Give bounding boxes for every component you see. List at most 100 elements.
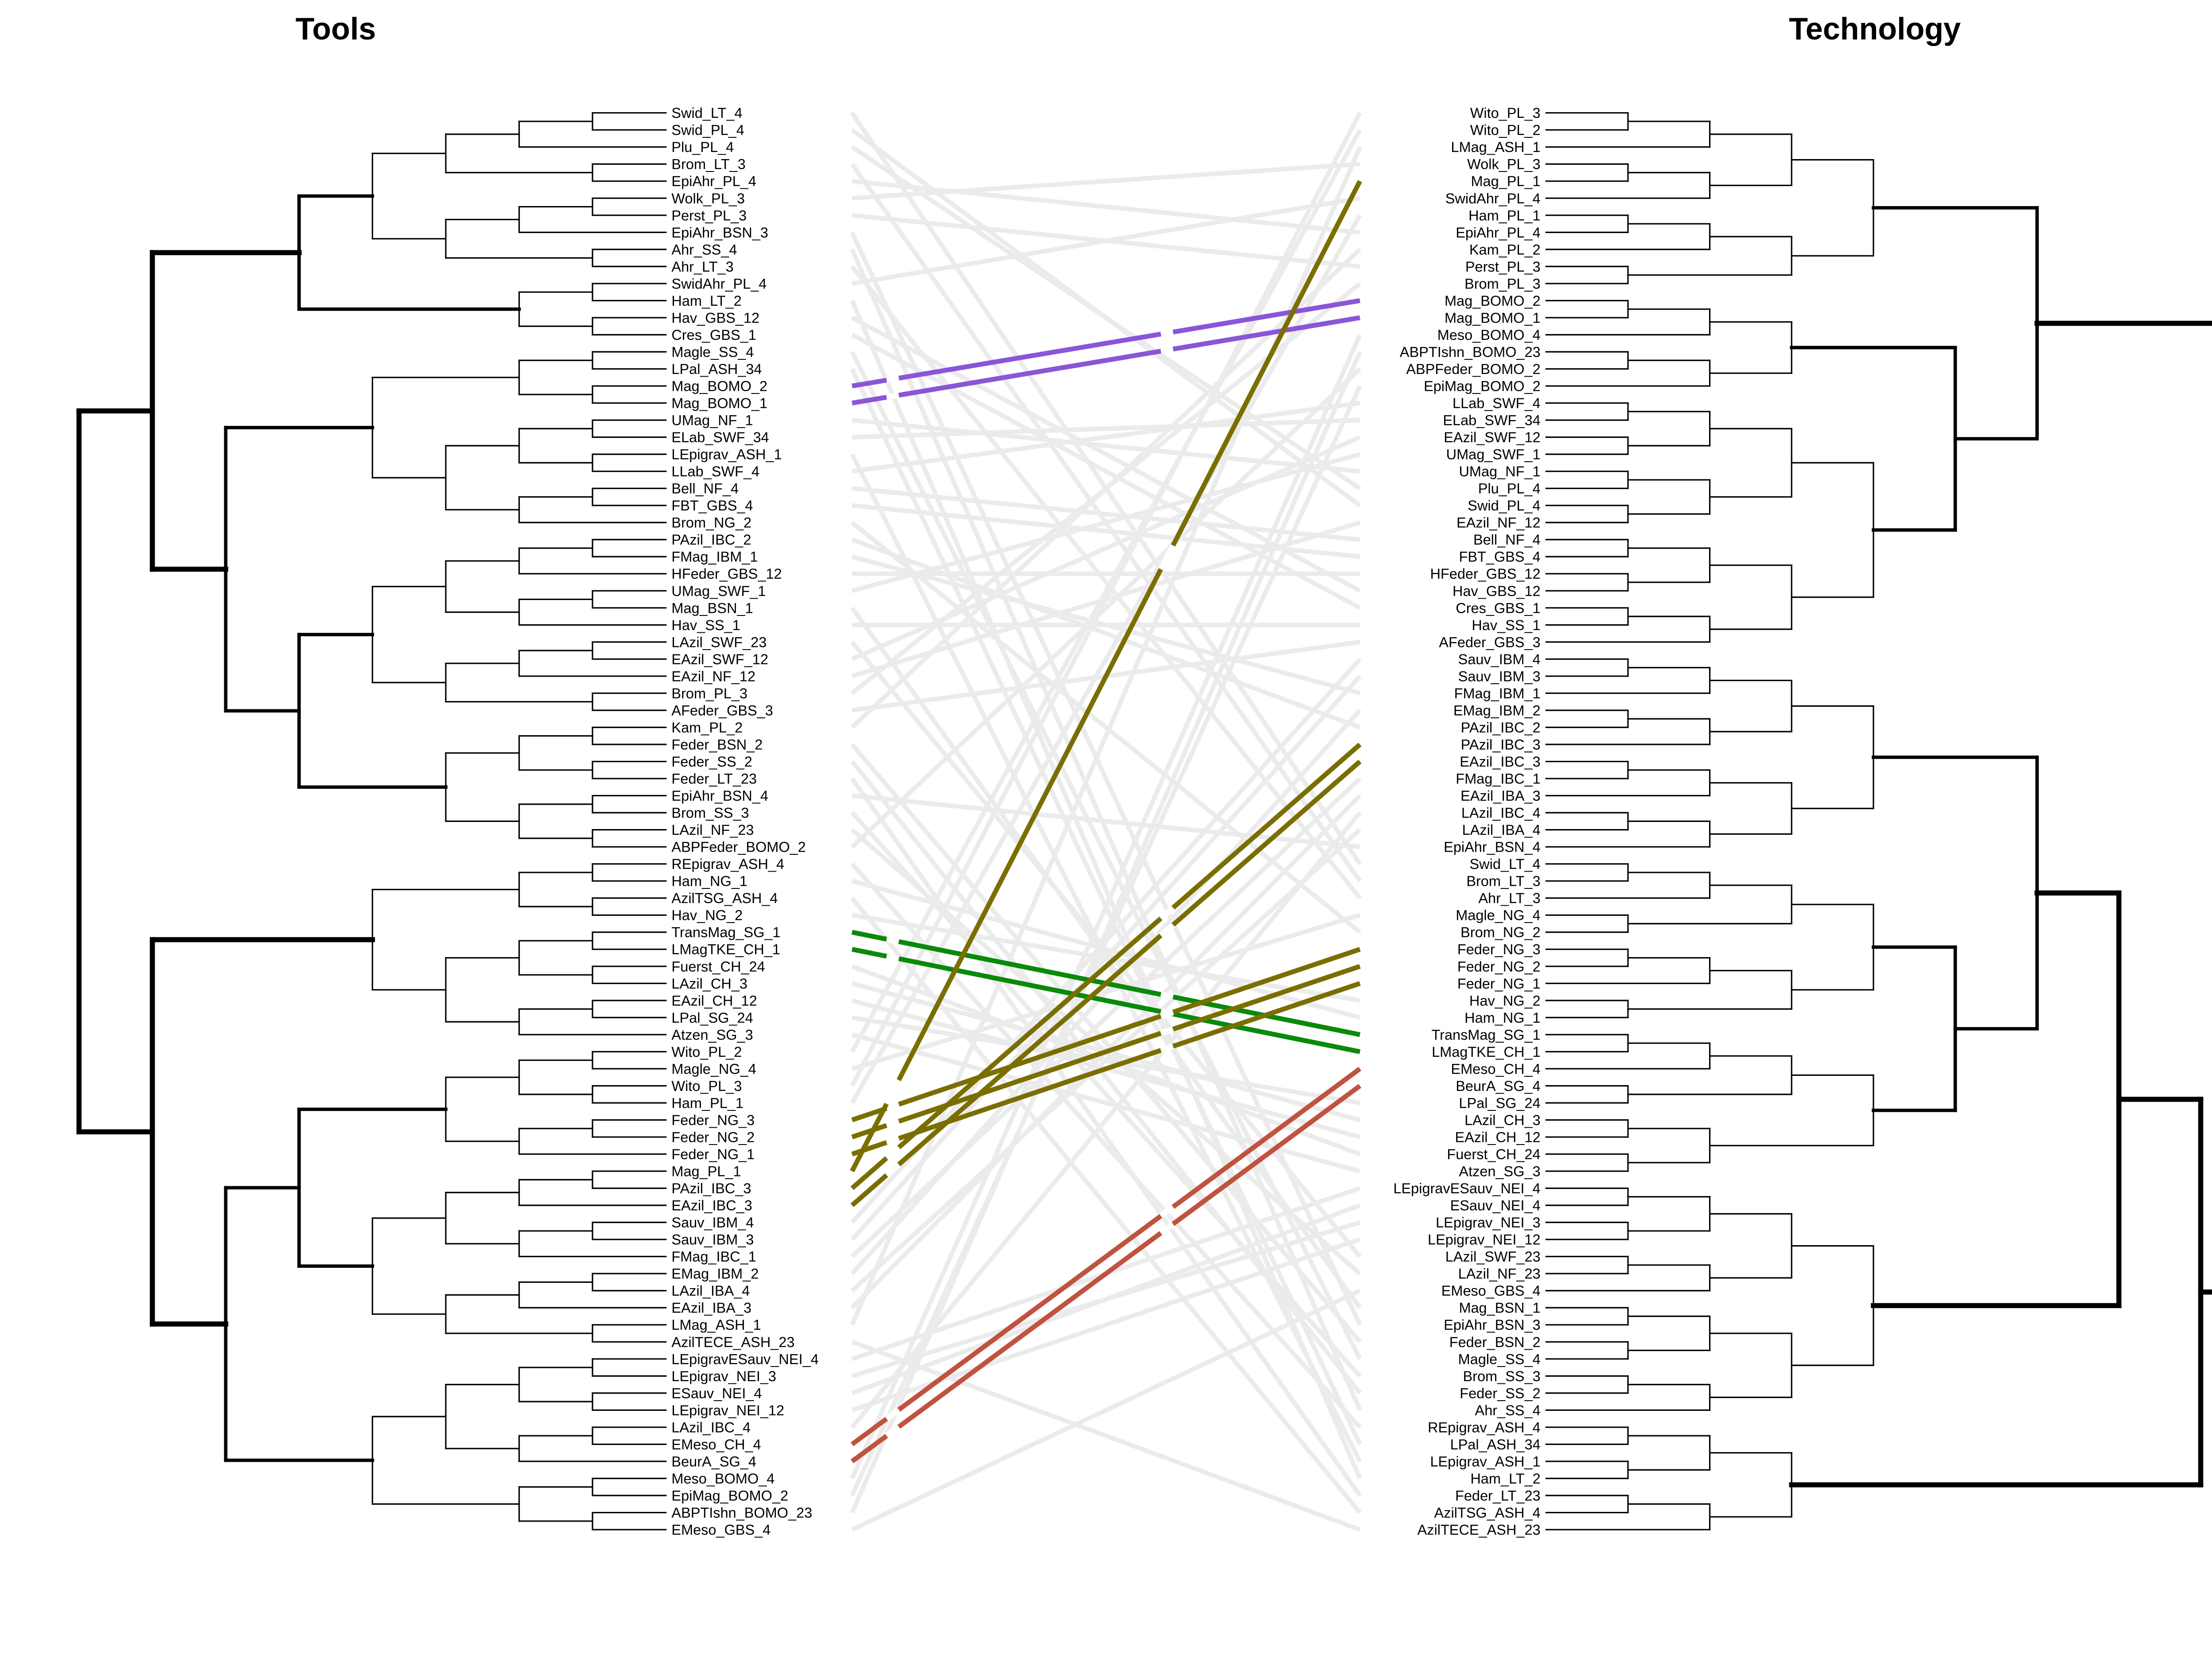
left-leaf-label: Mag_BOMO_2	[671, 378, 767, 394]
connector-line	[852, 162, 1360, 201]
right-leaf-label: ESauv_NEI_4	[1450, 1198, 1541, 1214]
connector-line	[850, 709, 1362, 1275]
right-leaf-label: HFeder_GBS_12	[1430, 566, 1540, 582]
left-leaf-label: AzilTSG_ASH_4	[671, 890, 778, 906]
left-leaf-label: ELab_SWF_34	[671, 429, 769, 445]
right-leaf-label: Swid_PL_4	[1468, 498, 1540, 514]
left-leaf-label: LAzil_NF_23	[671, 822, 754, 838]
left-leaf-label: EAzil_IBA_3	[671, 1300, 751, 1316]
right-leaf-label: PAzil_IBC_2	[1461, 720, 1541, 736]
left-leaf-label: Sauv_IBM_3	[671, 1232, 754, 1248]
connector-line	[850, 828, 1362, 1293]
right-leaf-label: TransMag_SG_1	[1432, 1027, 1541, 1043]
left-leaf-label: AFeder_GBS_3	[671, 702, 773, 718]
right-leaf-label: ELab_SWF_34	[1443, 413, 1540, 428]
left-leaf-label: Feder_BSN_2	[671, 736, 763, 752]
left-leaf-label: EMeso_CH_4	[671, 1437, 761, 1453]
right-leaf-label: Mag_BOMO_1	[1445, 310, 1541, 326]
connector-line	[850, 811, 1362, 1429]
right-leaf-label: AzilTSG_ASH_4	[1434, 1505, 1541, 1521]
right-leaf-label: Swid_LT_4	[1470, 856, 1541, 872]
left-tree-title: Tools	[296, 12, 376, 46]
left-leaf-label: Plu_PL_4	[671, 139, 734, 155]
right-leaf-label: Hav_GBS_12	[1453, 583, 1541, 599]
right-leaf-label: Mag_BSN_1	[1459, 1300, 1540, 1316]
connector-line	[850, 214, 1362, 1104]
left-leaf-label: LEpigravESauv_NEI_4	[671, 1351, 818, 1367]
right-leaf-label: Ham_NG_1	[1464, 1010, 1540, 1026]
right-leaf-label: FBT_GBS_4	[1459, 549, 1540, 565]
left-leaf-label: Wito_PL_3	[671, 1078, 742, 1094]
right-leaf-label: Atzen_SG_3	[1459, 1164, 1540, 1180]
left-leaf-label: Feder_NG_2	[671, 1129, 755, 1145]
left-leaf-label: Cres_GBS_1	[671, 327, 756, 343]
left-leaf-label: EpiAhr_PL_4	[671, 173, 756, 189]
highlighted-connector-line	[852, 298, 1360, 389]
left-leaf-label: Wito_PL_2	[671, 1044, 742, 1060]
right-leaf-label: LEpigravESauv_NEI_4	[1393, 1180, 1540, 1196]
left-leaf-label: LMag_ASH_1	[671, 1317, 761, 1333]
left-leaf-label: REpigrav_ASH_4	[671, 856, 784, 872]
left-leaf-label: PAzil_IBC_3	[671, 1180, 751, 1196]
right-leaf-label: Brom_SS_3	[1463, 1368, 1541, 1384]
left-leaf-label: SwidAhr_PL_4	[671, 276, 767, 292]
right-leaf-label: Sauv_IBM_4	[1458, 651, 1541, 667]
right-leaf-label: Wito_PL_3	[1470, 105, 1541, 121]
connector-line	[851, 1203, 1361, 1395]
right-leaf-label: SwidAhr_PL_4	[1445, 191, 1541, 206]
left-leaf-label: Magle_NG_4	[671, 1061, 756, 1077]
left-leaf-label: BeurA_SG_4	[671, 1453, 756, 1469]
left-leaf-label: PAzil_IBC_2	[671, 532, 751, 548]
right-leaf-label: EpiAhr_PL_4	[1456, 225, 1540, 241]
connector-line	[851, 452, 1361, 593]
right-leaf-label: Meso_BOMO_4	[1437, 327, 1541, 343]
right-leaf-label: EMeso_CH_4	[1451, 1061, 1540, 1077]
connector-line	[852, 401, 1360, 474]
right-leaf-label: FMag_IBM_1	[1454, 685, 1541, 701]
highlighted-connector-line	[850, 1067, 1362, 1446]
left-leaf-label: UMag_NF_1	[671, 413, 753, 428]
left-leaf-label: EpiAhr_BSN_4	[671, 788, 768, 804]
connector-line	[850, 129, 1362, 1053]
right-leaf-label: LMag_ASH_1	[1451, 139, 1540, 155]
right-leaf-label: Wito_PL_2	[1470, 122, 1541, 138]
highlighted-connector-line	[850, 742, 1362, 1190]
left-leaf-label: Brom_NG_2	[671, 515, 751, 531]
right-leaf-label: LAzil_IBA_4	[1462, 822, 1541, 838]
right-leaf-label: Cres_GBS_1	[1456, 600, 1540, 616]
right-leaf-label: BeurA_SG_4	[1456, 1078, 1540, 1094]
right-leaf-label: Magle_SS_4	[1458, 1351, 1541, 1367]
right-leaf-label: LEpigrav_NEI_12	[1428, 1232, 1541, 1248]
right-leaf-label: REpigrav_ASH_4	[1428, 1419, 1540, 1435]
left-leaf-label: Swid_LT_4	[671, 105, 742, 121]
connector-line	[850, 350, 1362, 1514]
right-leaf-label: EMeso_GBS_4	[1441, 1283, 1541, 1299]
right-leaf-label: Brom_NG_2	[1460, 924, 1540, 940]
left-leaf-label: Ahr_LT_3	[671, 259, 733, 275]
connector-line	[852, 196, 1360, 286]
left-leaf-label: Mag_BSN_1	[671, 600, 753, 616]
left-leaf-label: ESauv_NEI_4	[671, 1385, 762, 1401]
right-leaf-label: LLab_SWF_4	[1453, 395, 1541, 411]
left-leaf-label: EAzil_NF_12	[671, 668, 756, 684]
connector-line	[852, 179, 1360, 235]
right-leaf-label: Feder_LT_23	[1455, 1488, 1541, 1503]
right-leaf-label: LEpigrav_ASH_1	[1430, 1453, 1540, 1469]
highlighted-connector-line	[851, 964, 1361, 1140]
right-leaf-label: Feder_NG_1	[1457, 976, 1541, 992]
left-leaf-label: FMag_IBM_1	[671, 549, 758, 565]
right-leaf-label: LMagTKE_CH_1	[1432, 1044, 1540, 1060]
right-leaf-label: Mag_PL_1	[1471, 173, 1541, 189]
left-leaf-label: UMag_SWF_1	[671, 583, 766, 599]
connector-line	[851, 537, 1361, 730]
left-leaf-label: FMag_IBC_1	[671, 1249, 756, 1265]
highlighted-connector-line	[850, 759, 1362, 1207]
left-leaf-label: EMag_IBM_2	[671, 1266, 759, 1282]
connector-line	[850, 896, 1362, 1514]
right-leaf-label: EAzil_IBA_3	[1460, 788, 1540, 804]
right-tree-title: Technology	[1789, 12, 1961, 46]
left-leaf-label: ABPTIshn_BOMO_23	[671, 1505, 812, 1521]
left-leaf-label: Feder_LT_23	[671, 771, 757, 787]
right-leaf-label: AFeder_GBS_3	[1439, 634, 1540, 650]
left-leaf-label: Mag_BOMO_1	[671, 395, 767, 411]
